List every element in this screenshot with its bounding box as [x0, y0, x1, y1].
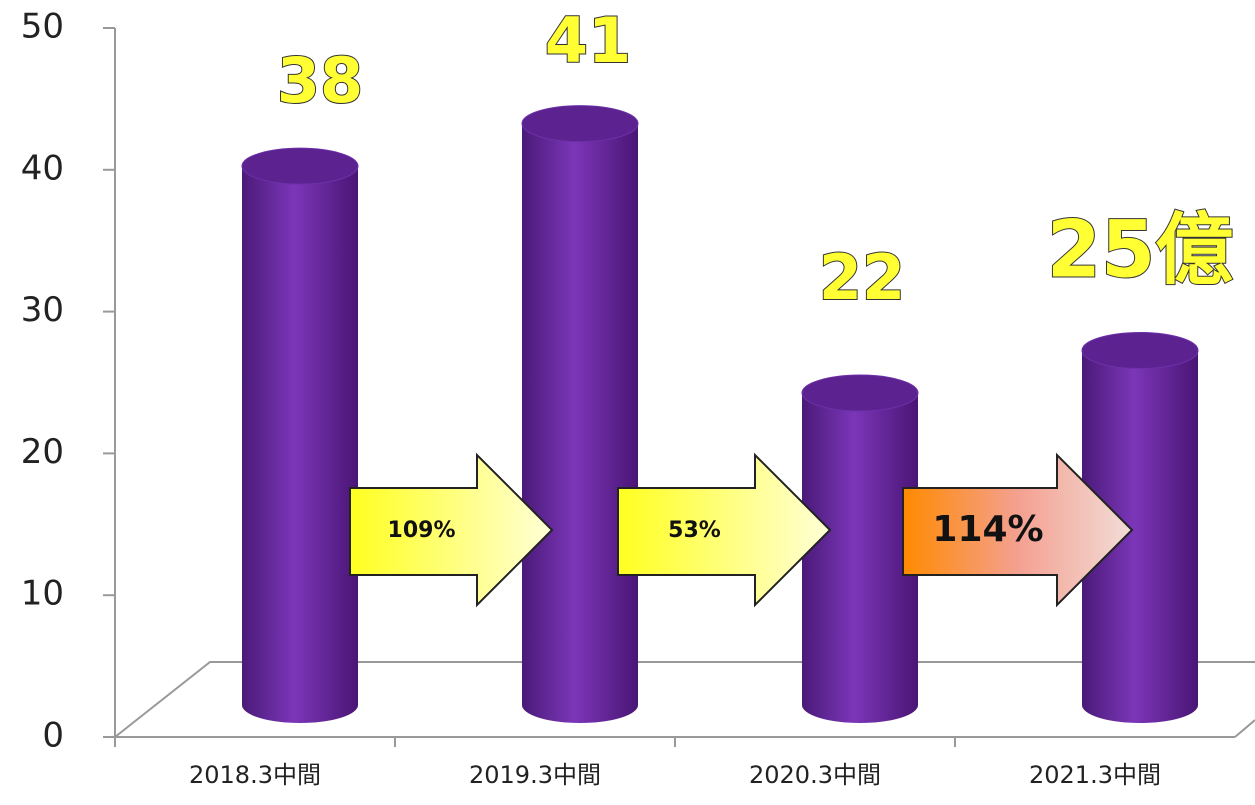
- arrow: [617, 452, 832, 608]
- arrow-label: 114%: [932, 509, 1043, 550]
- y-tick-label: 50: [21, 7, 64, 47]
- data-label: 38: [277, 44, 363, 117]
- cylinder-body: [802, 393, 918, 723]
- cylinder-body: [1082, 350, 1198, 723]
- arrow: [902, 452, 1134, 608]
- data-label: 22: [819, 241, 905, 314]
- data-label: 25億: [1047, 205, 1234, 295]
- y-tick-label: 30: [21, 290, 64, 330]
- bar: [521, 105, 639, 724]
- x-tick-label: 2018.3中間: [189, 761, 321, 789]
- y-tick-label: 0: [42, 716, 64, 756]
- x-tick-label: 2020.3中間: [749, 761, 881, 789]
- bar: [241, 147, 359, 723]
- cylinder-top: [521, 105, 639, 143]
- y-tick-label: 20: [21, 432, 64, 472]
- cylinder-top: [1081, 332, 1199, 369]
- x-tick-label: 2021.3中間: [1029, 761, 1161, 789]
- arrow-label: 53%: [668, 518, 721, 543]
- cylinder-top: [241, 147, 359, 185]
- y-tick-label: 40: [21, 148, 64, 188]
- cylinder-top: [801, 374, 919, 412]
- arrow: [349, 452, 554, 608]
- y-tick-label: 10: [21, 574, 64, 614]
- cylinder-body: [522, 123, 638, 724]
- x-tick-label: 2019.3中間: [469, 761, 601, 789]
- data-label: 41: [545, 4, 631, 77]
- arrow-label: 109%: [388, 518, 456, 543]
- cylinder-body: [242, 166, 358, 723]
- bar: [801, 374, 919, 723]
- bar: [1081, 332, 1199, 723]
